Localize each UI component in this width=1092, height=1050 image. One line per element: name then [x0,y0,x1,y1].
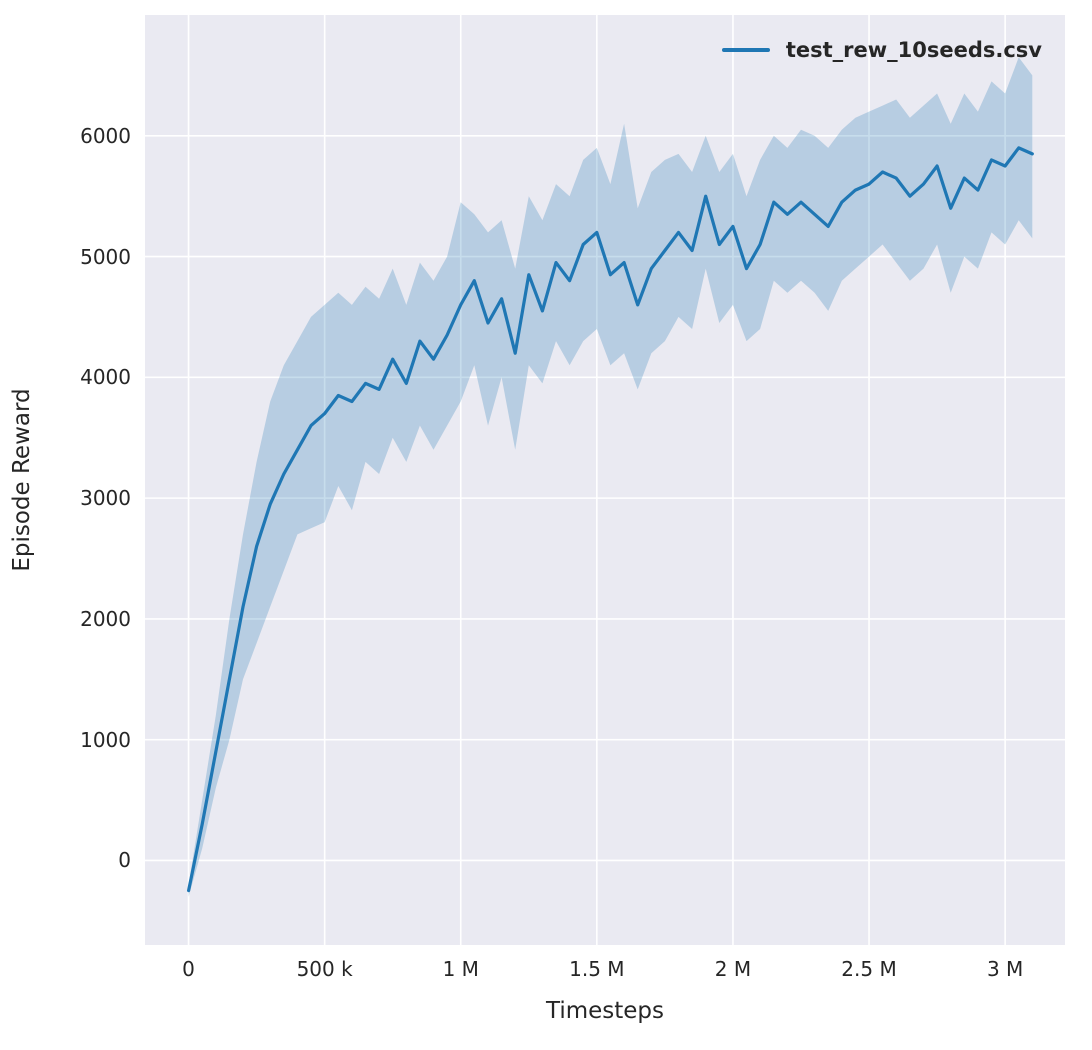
y-axis-label: Episode Reward [9,388,35,572]
x-axis-label: Timesteps [545,998,665,1024]
legend-series-label: test_rew_10seeds.csv [785,38,1042,62]
x-tick-label: 500 k [296,957,353,981]
y-tick-label: 1000 [80,727,131,752]
y-tick-label: 5000 [80,244,131,269]
x-tick-label: 0 [182,957,195,981]
confidence-band [188,57,1033,897]
x-tick-label: 2.5 M [841,957,897,981]
x-tick-label: 3 M [986,957,1024,981]
y-tick-label: 2000 [80,606,131,631]
plot-area [145,15,1065,945]
x-tick-label: 1.5 M [569,957,625,981]
y-tick-label: 4000 [80,365,131,390]
y-tick-label: 6000 [80,123,131,148]
legend-line-swatch [721,48,770,52]
y-tick-label: 0 [118,848,131,873]
x-tick-label: 1 M [442,957,479,981]
plot-canvas [145,15,1065,945]
y-tick-label: 3000 [80,486,131,511]
x-tick-label: 2 M [714,957,752,981]
legend: test_rew_10seeds.csv [721,38,1042,62]
mean-reward-line [186,146,1034,893]
